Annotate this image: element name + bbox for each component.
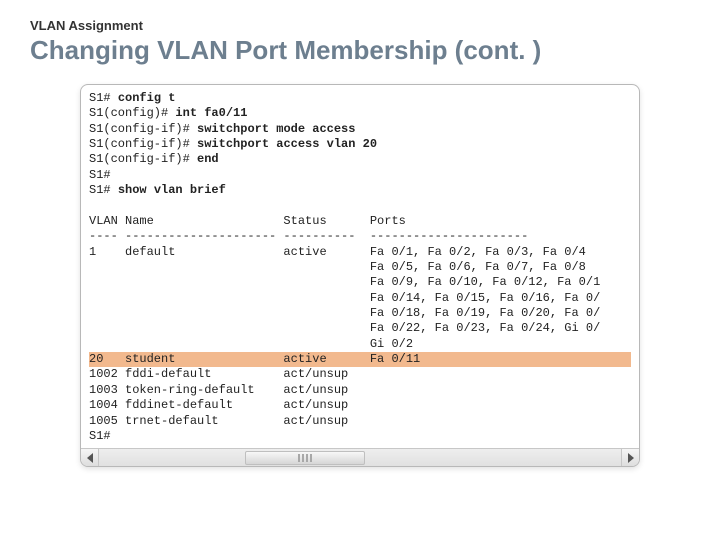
terminal-command: int fa0/11 [175,106,247,120]
scroll-left-button[interactable] [81,449,99,467]
terminal-window: S1# config tS1(config)# int fa0/11S1(con… [80,84,640,467]
terminal-line: Fa 0/22, Fa 0/23, Fa 0/24, Gi 0/ [89,321,631,336]
terminal-line: Fa 0/14, Fa 0/15, Fa 0/16, Fa 0/ [89,291,631,306]
terminal-line: 1002 fddi-default act/unsup [89,367,631,382]
terminal-command: end [197,152,219,166]
terminal-line: S1# show vlan brief [89,183,631,198]
terminal-line: 1005 trnet-default act/unsup [89,414,631,429]
terminal-command: switchport access vlan 20 [197,137,377,151]
eyebrow-label: VLAN Assignment [30,18,690,33]
terminal-command: config t [118,91,176,105]
chevron-left-icon [87,453,93,463]
terminal-line: S1(config-if)# switchport access vlan 20 [89,137,631,152]
terminal-line: 20 student active Fa 0/11 [89,352,631,367]
terminal-prompt: S1(config-if)# [89,137,197,151]
terminal-line: 1004 fddinet-default act/unsup [89,398,631,413]
terminal-line: VLAN Name Status Ports [89,214,631,229]
terminal-line: S1# [89,429,631,444]
terminal-line: S1(config-if)# end [89,152,631,167]
page-title: Changing VLAN Port Membership (cont. ) [30,35,690,66]
terminal-prompt: S1(config-if)# [89,122,197,136]
scroll-thumb[interactable] [245,451,365,465]
terminal-line [89,199,631,214]
terminal-prompt: S1(config-if)# [89,152,197,166]
terminal-command: switchport mode access [197,122,355,136]
terminal-line: S1# [89,168,631,183]
terminal-command: show vlan brief [118,183,226,197]
terminal-output: S1# config tS1(config)# int fa0/11S1(con… [81,85,639,448]
scroll-track[interactable] [99,449,621,467]
scroll-grip-icon [295,454,315,462]
terminal-line: S1(config-if)# switchport mode access [89,122,631,137]
chevron-right-icon [628,453,634,463]
terminal-line: Fa 0/9, Fa 0/10, Fa 0/12, Fa 0/1 [89,275,631,290]
terminal-line: 1 default active Fa 0/1, Fa 0/2, Fa 0/3,… [89,245,631,260]
terminal-line: Gi 0/2 [89,337,631,352]
terminal-line: ---- --------------------- ---------- --… [89,229,631,244]
terminal-line: S1(config)# int fa0/11 [89,106,631,121]
scroll-right-button[interactable] [621,449,639,467]
terminal-line: Fa 0/18, Fa 0/19, Fa 0/20, Fa 0/ [89,306,631,321]
terminal-prompt: S1# [89,183,118,197]
horizontal-scrollbar[interactable] [81,448,639,466]
terminal-prompt: S1# [89,91,118,105]
terminal-prompt: S1(config)# [89,106,175,120]
terminal-line: S1# config t [89,91,631,106]
terminal-line: 1003 token-ring-default act/unsup [89,383,631,398]
terminal-prompt: S1# [89,168,111,182]
terminal-line: Fa 0/5, Fa 0/6, Fa 0/7, Fa 0/8 [89,260,631,275]
